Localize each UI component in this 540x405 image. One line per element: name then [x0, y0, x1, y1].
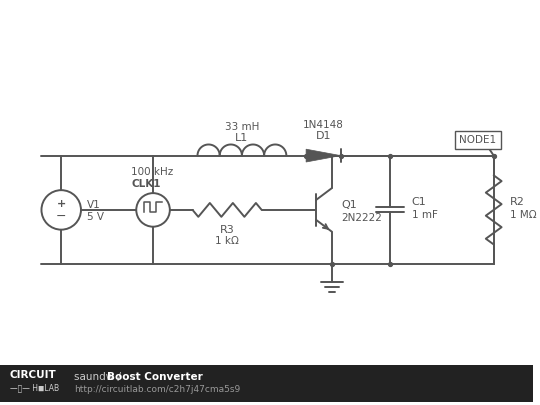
Text: CLK1: CLK1 [131, 179, 161, 189]
Text: http://circuitlab.com/c2h7j47cma5s9: http://circuitlab.com/c2h7j47cma5s9 [74, 385, 240, 394]
Text: 1 kΩ: 1 kΩ [215, 236, 239, 245]
Text: 1 MΩ: 1 MΩ [510, 210, 536, 220]
Text: 100 kHz: 100 kHz [131, 167, 173, 177]
Text: 1 mF: 1 mF [412, 210, 437, 220]
Polygon shape [306, 149, 341, 162]
Text: 33 mH: 33 mH [225, 122, 259, 132]
Text: +: + [57, 199, 66, 209]
Text: −: − [56, 210, 66, 223]
Text: 5 V: 5 V [87, 212, 104, 222]
Text: D1: D1 [315, 131, 331, 141]
Text: saundw /: saundw / [74, 372, 124, 382]
Bar [0, 365, 533, 403]
FancyBboxPatch shape [455, 131, 501, 149]
Text: R2: R2 [510, 197, 524, 207]
Text: 1N4148: 1N4148 [303, 120, 344, 130]
Text: 2N2222: 2N2222 [342, 213, 382, 223]
Text: Q1: Q1 [342, 200, 357, 210]
Text: V1: V1 [87, 200, 100, 210]
Text: Boost Converter: Boost Converter [106, 372, 202, 382]
Text: C1: C1 [412, 197, 427, 207]
Text: R3: R3 [220, 225, 234, 234]
Text: CIRCUIT: CIRCUIT [10, 370, 57, 380]
Text: L1: L1 [235, 133, 248, 143]
Text: —⦾— H◼LAB: —⦾— H◼LAB [10, 383, 59, 392]
Text: NODE1: NODE1 [460, 135, 496, 145]
